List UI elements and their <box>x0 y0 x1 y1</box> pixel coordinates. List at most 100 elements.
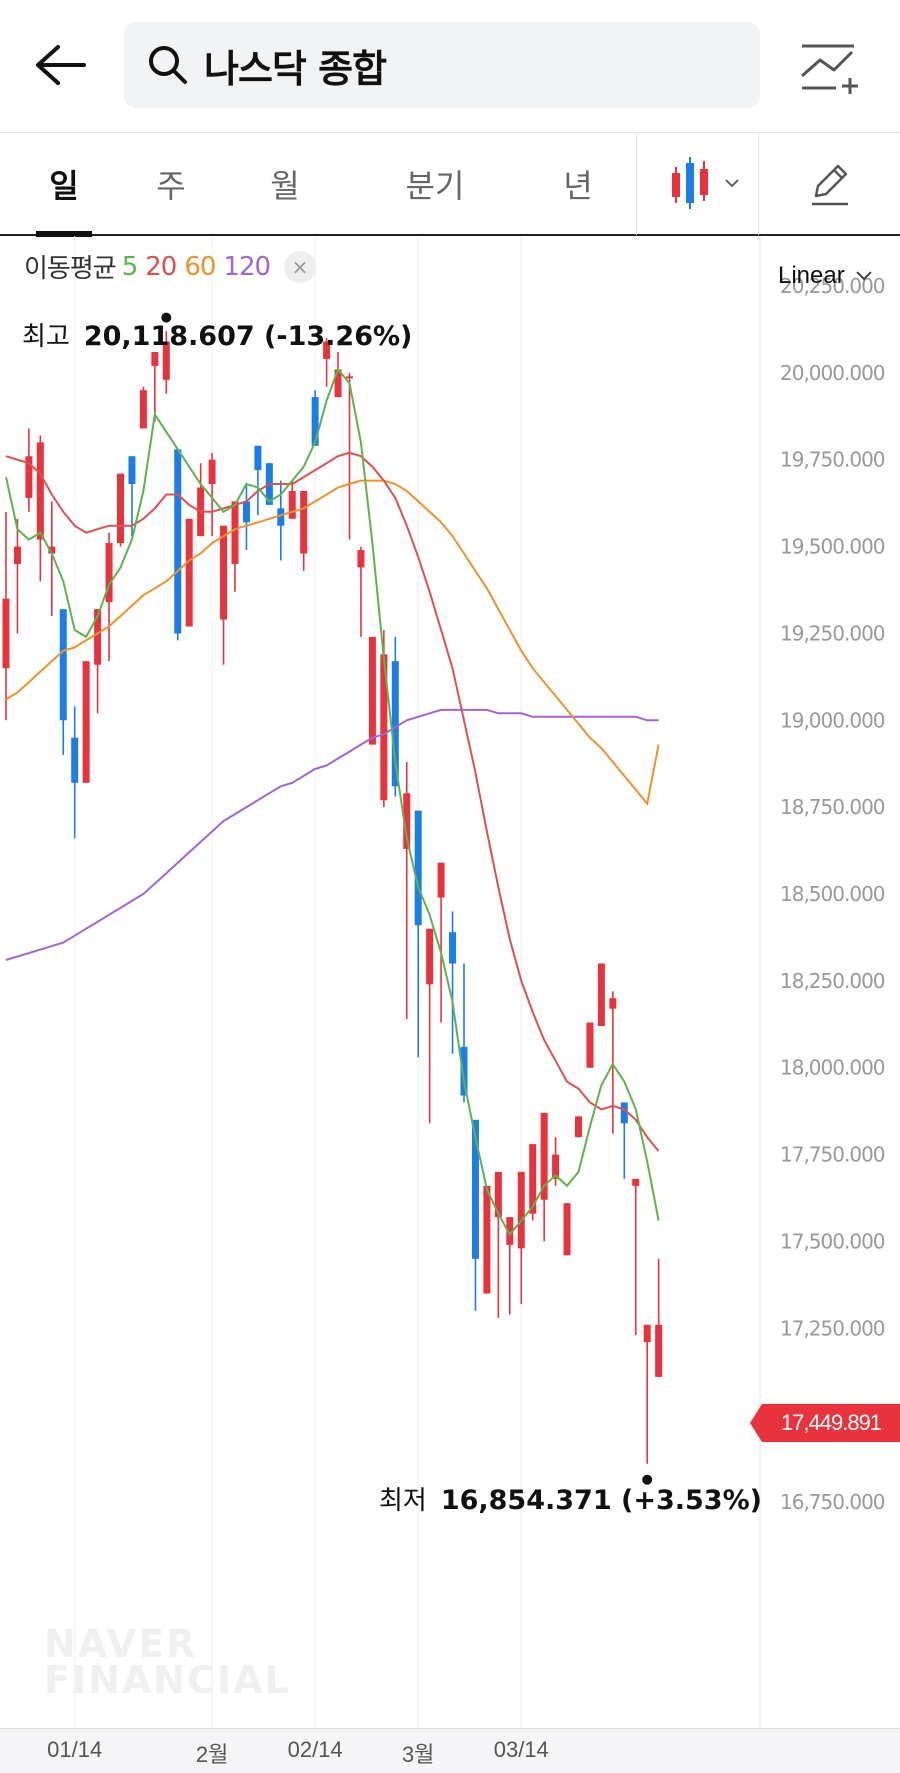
top-bar: 나스닥 종합 <box>0 0 900 132</box>
tab-day[interactable]: 일 <box>22 133 106 237</box>
candle-body <box>48 546 56 554</box>
compare-chart-button[interactable] <box>796 36 864 98</box>
candle-body <box>71 737 79 783</box>
tab-divider <box>758 133 759 235</box>
arrow-left-icon <box>36 45 86 85</box>
chevron-down-icon <box>856 271 872 281</box>
candle-body <box>426 928 434 985</box>
candle-body <box>300 490 308 554</box>
candle-body <box>139 390 147 429</box>
candle-body <box>25 456 33 498</box>
candle-body <box>494 1171 502 1218</box>
current-price-tag: 17,449.891 <box>750 1404 900 1442</box>
candle-body <box>36 442 44 540</box>
candle-body <box>403 793 411 849</box>
tab-year[interactable]: 년 <box>563 167 593 205</box>
ma-5-line <box>5 367 660 1237</box>
candle-body <box>449 932 457 964</box>
x-axis-tick-label: 02/14 <box>287 1737 343 1762</box>
candle-body <box>552 1154 560 1179</box>
candle-body <box>288 490 296 519</box>
scale-dropdown[interactable]: Linear <box>778 262 873 290</box>
candle-body <box>471 1119 479 1259</box>
search-icon <box>149 46 187 84</box>
ma-20-value: 20 <box>145 251 177 282</box>
candle-body <box>94 609 102 665</box>
y-axis-tick-label: 18,750.000 <box>780 795 885 819</box>
y-axis-tick-label: 17,750.000 <box>780 1143 885 1167</box>
candle-body <box>529 1144 537 1214</box>
ma-5-value: 5 <box>121 251 139 282</box>
candle-body <box>632 1178 640 1186</box>
ma-120-value: 120 <box>223 251 271 282</box>
tab-week[interactable]: 주 <box>156 167 186 205</box>
candle-body <box>368 636 376 745</box>
candle-body <box>437 862 445 898</box>
x-axis-tick-label: 03/14 <box>493 1737 549 1762</box>
x-axis-tick-label: 01/14 <box>47 1737 103 1762</box>
candle-body <box>185 518 193 627</box>
candle-body <box>174 449 182 634</box>
candle-body <box>620 1102 628 1124</box>
y-axis-tick-label: 18,250.000 <box>780 969 885 993</box>
y-axis-tick-label: 16,750.000 <box>780 1490 885 1514</box>
y-axis-tick-label: 20,000.000 <box>780 361 885 385</box>
candle-body <box>391 661 399 787</box>
tab-quarter[interactable]: 분기 <box>405 167 465 205</box>
search-input[interactable]: 나스닥 종합 <box>124 22 760 108</box>
candle-body <box>643 1324 651 1343</box>
ma-20-line <box>5 451 660 1152</box>
candle-body <box>540 1112 548 1200</box>
candle-body <box>357 550 365 568</box>
y-axis-tick-label: 17,500.000 <box>780 1229 885 1253</box>
y-axis-tick-label: 19,250.000 <box>780 621 885 645</box>
candle-body <box>483 1185 491 1294</box>
low-value: 16,854.371 (+3.53%) <box>440 1485 762 1516</box>
candle-body <box>13 546 21 564</box>
y-axis-tick-label: 18,500.000 <box>780 882 885 906</box>
ma-label: 이동평균 <box>24 254 117 284</box>
candle-body <box>334 369 342 398</box>
candle-body <box>231 501 239 564</box>
candle-body <box>586 1022 594 1068</box>
search-query: 나스닥 종합 <box>204 46 387 91</box>
candle-body <box>597 963 605 1027</box>
candle-body <box>2 598 10 669</box>
close-icon[interactable]: × <box>284 250 317 283</box>
pencil-icon <box>812 164 848 206</box>
candle-body <box>208 459 216 485</box>
candle-body <box>59 609 67 721</box>
candle-body <box>563 1203 571 1256</box>
candle-body <box>277 508 285 526</box>
candle-body <box>254 445 262 471</box>
y-axis-tick-label: 20,250.000 <box>780 274 885 298</box>
moving-average-legend[interactable]: 이동평균 5 20 60 120 × <box>24 248 317 285</box>
candle-body <box>162 341 170 380</box>
candle-body <box>82 661 90 783</box>
candle-body <box>609 998 617 1009</box>
candle-body <box>460 1046 468 1096</box>
candlestick-chart[interactable]: 20,250.000 20,000.000 19,750.000 19,500.000… <box>0 236 900 1728</box>
tab-month[interactable]: 월 <box>270 167 300 205</box>
ma-120-line <box>5 708 659 961</box>
chart-area[interactable]: 20,250.000 20,000.000 19,750.000 19,500.000… <box>0 236 900 1728</box>
x-axis[interactable]: 01/14 2월 02/14 3월 03/14 <box>0 1728 900 1773</box>
candle-body <box>311 397 319 446</box>
high-point-marker <box>161 312 172 323</box>
y-axis-tick-label: 19,750.000 <box>780 448 885 472</box>
chart-type-dropdown[interactable] <box>636 133 758 235</box>
candle-body <box>323 341 331 359</box>
draw-tool-button[interactable] <box>760 133 900 235</box>
x-axis-tick-label: 3월 <box>401 1742 435 1767</box>
y-axis-tick-label: 18,000.000 <box>780 1056 885 1080</box>
ma-60-line <box>5 479 660 806</box>
high-label: 최고 <box>22 322 70 352</box>
naver-financial-watermark: NAVER FINANCIAL <box>44 1622 291 1702</box>
high-price-label: 최고 20,118.607 (-13.26%) <box>22 316 412 353</box>
candlestick-icon <box>672 157 739 209</box>
candle-body <box>380 654 388 801</box>
candle-body <box>220 525 228 620</box>
candle-body <box>151 352 159 366</box>
back-button[interactable] <box>28 34 94 96</box>
x-axis-tick-label: 2월 <box>195 1742 229 1767</box>
